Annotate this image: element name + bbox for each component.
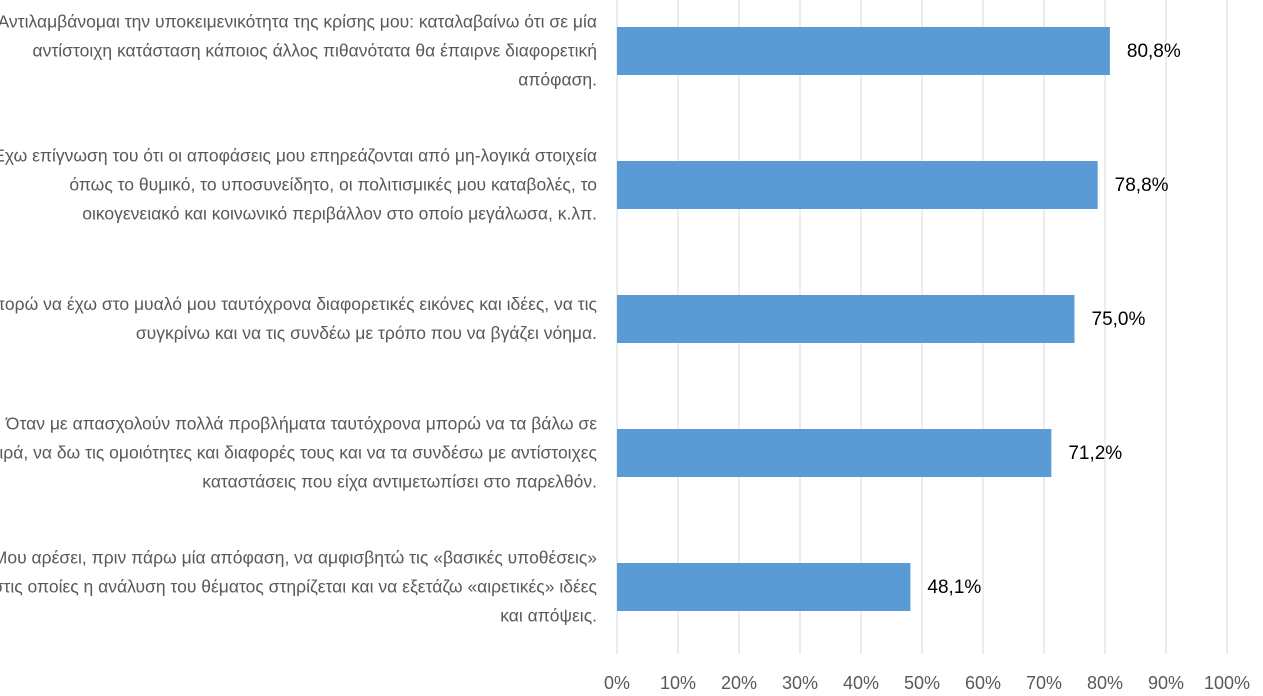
bar — [617, 161, 1098, 209]
value-label: 75,0% — [1092, 309, 1146, 330]
value-label: 71,2% — [1068, 443, 1122, 464]
category-label: Μπορώ να έχω στο μυαλό μου ταυτόχρονα δι… — [0, 294, 597, 343]
x-tick-label: 80% — [1087, 673, 1123, 693]
x-tick-label: 90% — [1148, 673, 1184, 693]
bar — [617, 563, 911, 611]
x-tick-label: 30% — [782, 673, 818, 693]
x-tick-label: 40% — [843, 673, 879, 693]
x-tick-label: 50% — [904, 673, 940, 693]
x-tick-label: 20% — [721, 673, 757, 693]
value-label: 80,8% — [1127, 41, 1181, 62]
x-tick-label: 10% — [660, 673, 696, 693]
category-label: Αντιλαμβάνομαι την υποκειμενικότητα της … — [0, 11, 597, 90]
bar — [617, 295, 1075, 343]
x-tick-label: 0% — [604, 673, 630, 693]
x-tick-label: 70% — [1026, 673, 1062, 693]
x-tick-label: 100% — [1204, 673, 1250, 693]
category-label: Έχω επίγνωση του ότι οι αποφάσεις μου επ… — [0, 145, 597, 224]
category-label: Μου αρέσει, πριν πάρω μία απόφαση, να αμ… — [0, 547, 597, 626]
value-label: 48,1% — [927, 577, 981, 598]
value-label: 78,8% — [1115, 175, 1169, 196]
bar — [617, 429, 1052, 477]
bar — [617, 27, 1110, 75]
category-label: Όταν με απασχολούν πολλά προβλήματα ταυτ… — [0, 413, 597, 492]
x-tick-label: 60% — [965, 673, 1001, 693]
